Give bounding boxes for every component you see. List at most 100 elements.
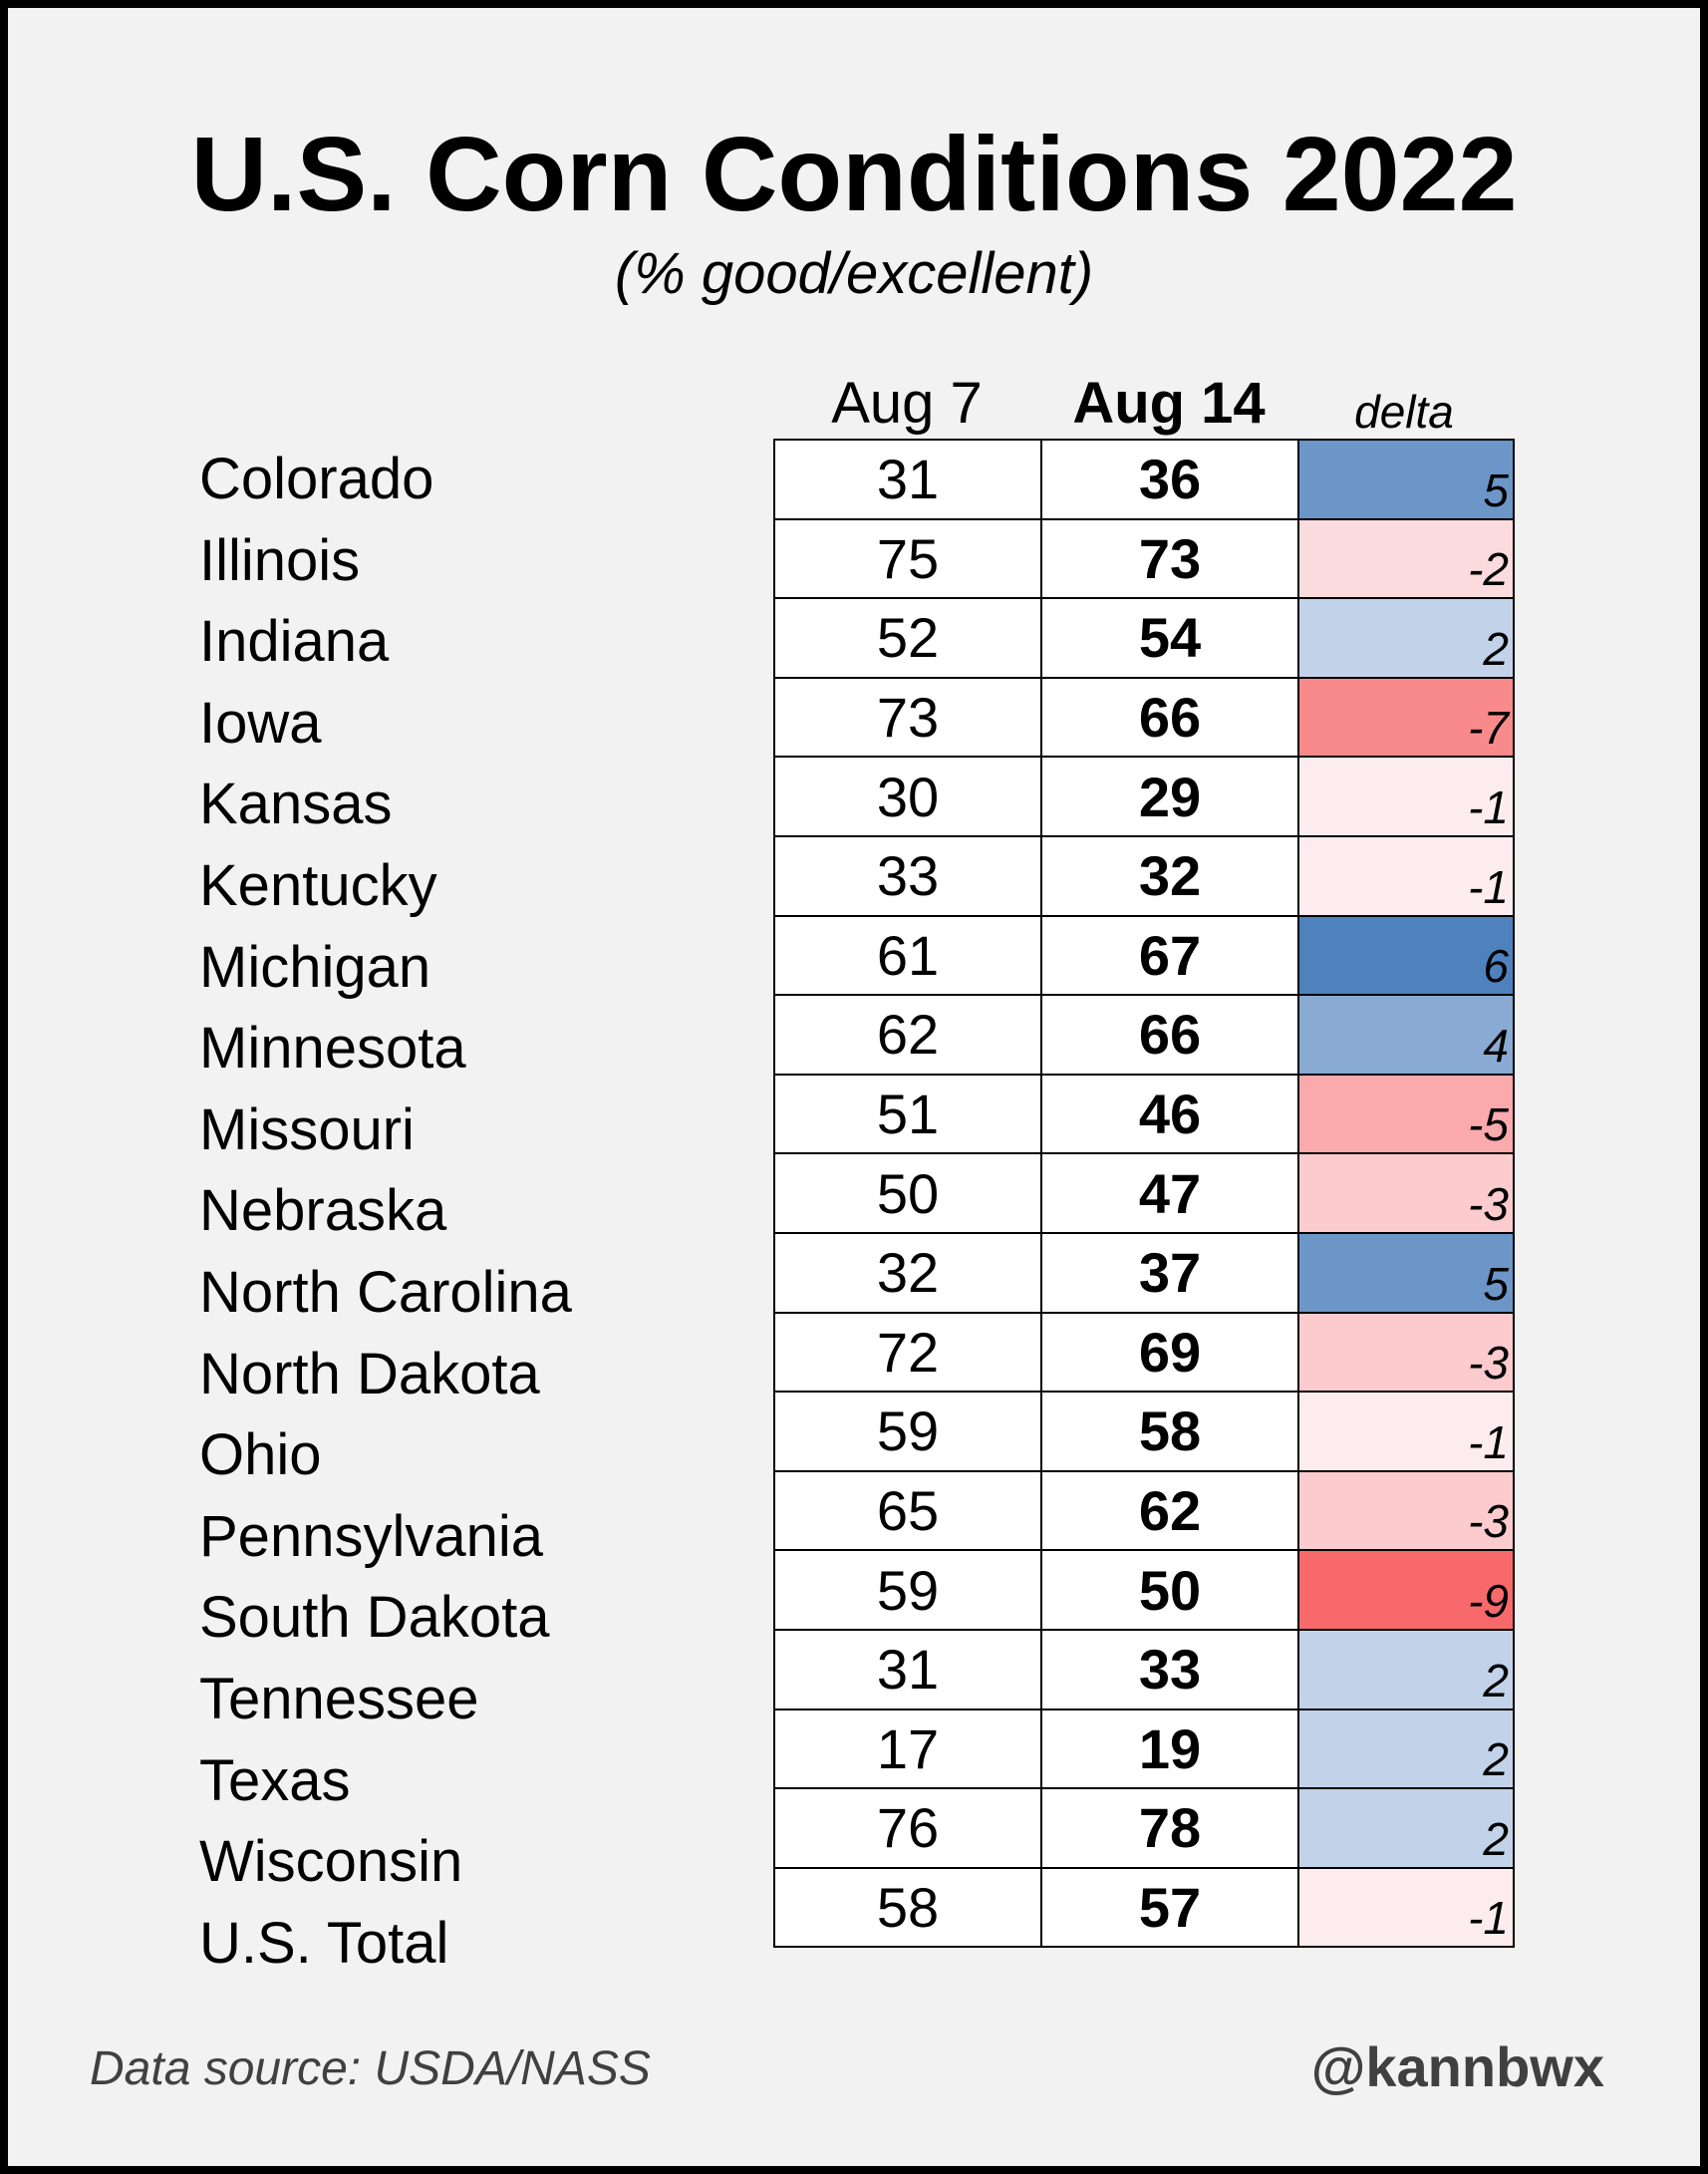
table-row: 52 54 2: [773, 597, 1515, 679]
aug14-value: 19: [1040, 1708, 1299, 1790]
table-row: 73 66 -7: [773, 676, 1515, 759]
delta-value: -5: [1297, 1073, 1515, 1155]
row-label: Wisconsin: [199, 1829, 463, 1895]
data-source-note: Data source: USDA/NASS: [90, 2042, 651, 2095]
table-row: 72 69 -3: [773, 1311, 1515, 1394]
row-label: Texas: [199, 1747, 351, 1813]
column-header-aug7: Aug 7: [831, 371, 983, 436]
row-label: Iowa: [199, 690, 322, 756]
delta-value: 2: [1297, 1628, 1515, 1710]
aug14-value: 50: [1040, 1549, 1299, 1631]
row-label: Pennsylvania: [199, 1503, 543, 1569]
state-label-list: Colorado Illinois Indiana Iowa Kansas Kentuck…: [199, 439, 757, 1984]
aug7-value: 58: [773, 1866, 1042, 1949]
table-row: 31 36 5: [773, 439, 1515, 520]
aug7-value: 65: [773, 1469, 1042, 1552]
row-label: Tennessee: [199, 1666, 479, 1731]
aug7-value: 59: [773, 1391, 1042, 1472]
delta-value: -2: [1297, 517, 1515, 600]
aug7-value: 75: [773, 517, 1042, 600]
table-row: 32 37 5: [773, 1231, 1515, 1314]
aug14-value: 73: [1040, 517, 1299, 600]
aug14-value: 66: [1040, 994, 1299, 1076]
delta-value: 2: [1297, 597, 1515, 679]
table-row: 65 62 -3: [773, 1469, 1515, 1552]
delta-value: -9: [1297, 1549, 1515, 1631]
table-row: 59 58 -1: [773, 1391, 1515, 1472]
aug7-value: 33: [773, 834, 1042, 917]
table-row: 76 78 2: [773, 1787, 1515, 1869]
delta-value: 4: [1297, 994, 1515, 1076]
delta-value: -3: [1297, 1469, 1515, 1552]
chart-title: U.S. Corn Conditions 2022: [190, 116, 1518, 233]
delta-value: -3: [1297, 1311, 1515, 1394]
table-row: 58 57 -1: [773, 1866, 1515, 1949]
aug14-value: 29: [1040, 756, 1299, 837]
aug14-value: 69: [1040, 1311, 1299, 1394]
row-label: South Dakota: [199, 1585, 550, 1651]
delta-value: 6: [1297, 914, 1515, 997]
delta-value: 5: [1297, 1231, 1515, 1314]
aug14-value: 62: [1040, 1469, 1299, 1552]
row-label: Minnesota: [199, 1016, 466, 1082]
aug14-value: 33: [1040, 1628, 1299, 1710]
table-row: 31 33 2: [773, 1628, 1515, 1710]
aug14-value: 78: [1040, 1787, 1299, 1869]
row-label: U.S. Total: [199, 1910, 449, 1976]
row-label: Nebraska: [199, 1178, 447, 1244]
table-row: 33 32 -1: [773, 834, 1515, 917]
row-label: North Carolina: [199, 1259, 572, 1325]
table-row: 17 19 2: [773, 1708, 1515, 1790]
aug7-value: 31: [773, 439, 1042, 520]
aug14-value: 66: [1040, 676, 1299, 759]
aug7-value: 51: [773, 1073, 1042, 1155]
aug7-value: 32: [773, 1231, 1042, 1314]
aug14-value: 47: [1040, 1152, 1299, 1234]
table-row: 50 47 -3: [773, 1152, 1515, 1234]
aug14-value: 36: [1040, 439, 1299, 520]
aug7-value: 52: [773, 597, 1042, 679]
aug7-value: 50: [773, 1152, 1042, 1234]
aug7-value: 31: [773, 1628, 1042, 1710]
aug7-value: 61: [773, 914, 1042, 997]
row-label: Colorado: [199, 447, 434, 511]
row-label: Kansas: [199, 772, 393, 837]
delta-value: -1: [1297, 756, 1515, 837]
aug7-value: 76: [773, 1787, 1042, 1869]
row-label: North Dakota: [199, 1341, 540, 1406]
aug7-value: 59: [773, 1549, 1042, 1631]
aug7-value: 62: [773, 994, 1042, 1076]
aug7-value: 17: [773, 1708, 1042, 1790]
aug14-value: 37: [1040, 1231, 1299, 1314]
table-body: 31 36 5 75 73 -2 52 54 2 73 66 -7 30 29 -1 33 32 -1 61 67 6 6…: [773, 439, 1515, 1949]
delta-value: -1: [1297, 1866, 1515, 1949]
aug7-value: 73: [773, 676, 1042, 759]
row-label: Indiana: [199, 609, 390, 675]
table-row: 30 29 -1: [773, 756, 1515, 837]
aug14-value: 67: [1040, 914, 1299, 997]
conditions-table: 31 36 5 75 73 -2 52 54 2 73 66 -7 30 29 -1 33 32 -1 61 67 6 6…: [773, 439, 1515, 1949]
table-row: 51 46 -5: [773, 1073, 1515, 1155]
author-handle: @kannbwx: [1310, 2035, 1604, 2098]
aug7-value: 72: [773, 1311, 1042, 1394]
aug14-value: 58: [1040, 1391, 1299, 1472]
row-label: Michigan: [199, 934, 431, 1000]
delta-value: 2: [1297, 1708, 1515, 1790]
table-row: 61 67 6: [773, 914, 1515, 997]
delta-value: 2: [1297, 1787, 1515, 1869]
row-label: Missouri: [199, 1096, 415, 1162]
row-label: Illinois: [199, 527, 361, 593]
delta-value: 5: [1297, 439, 1515, 520]
delta-value: -7: [1297, 676, 1515, 759]
column-header-aug14: Aug 14: [1072, 371, 1266, 436]
aug14-value: 57: [1040, 1866, 1299, 1949]
delta-value: -1: [1297, 1391, 1515, 1472]
row-label: Kentucky: [199, 852, 437, 918]
chart-subtitle: (% good/excellent): [614, 241, 1094, 306]
aug14-value: 46: [1040, 1073, 1299, 1155]
table-row: 62 66 4: [773, 994, 1515, 1076]
aug14-value: 32: [1040, 834, 1299, 917]
table-row: 59 50 -9: [773, 1549, 1515, 1631]
column-header-delta: delta: [1354, 386, 1454, 438]
aug14-value: 54: [1040, 597, 1299, 679]
